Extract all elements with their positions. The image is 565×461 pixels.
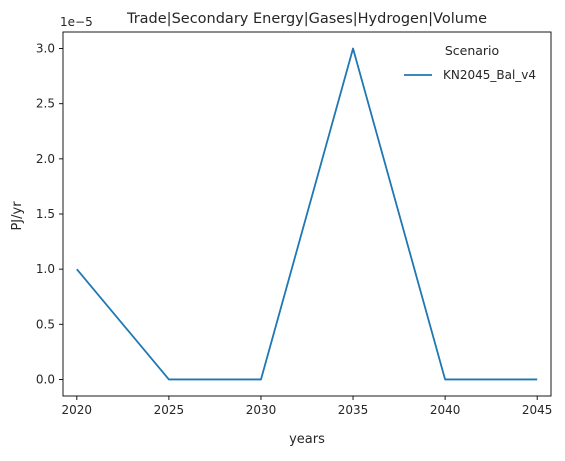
y-tick-label: 0.5 (36, 317, 55, 331)
y-axis-offset-label: 1e−5 (60, 15, 93, 29)
y-tick-label: 1.5 (36, 207, 55, 221)
x-tick-label: 2040 (430, 403, 461, 417)
x-axis-label: years (289, 432, 325, 447)
legend-title: Scenario (445, 43, 499, 58)
y-tick-label: 1.0 (36, 262, 55, 276)
x-tick-label: 2045 (522, 403, 553, 417)
y-tick-label: 2.5 (36, 97, 55, 111)
x-tick-label: 2025 (154, 403, 185, 417)
legend-entry-label: KN2045_Bal_v4 (443, 68, 536, 82)
y-tick-label: 2.0 (36, 152, 55, 166)
x-tick-label: 2020 (62, 403, 93, 417)
y-axis-label: PJ/yr (10, 201, 25, 231)
chart-title: Trade|Secondary Energy|Gases|Hydrogen|Vo… (126, 11, 487, 27)
y-tick-label: 3.0 (36, 42, 55, 56)
x-tick-label: 2035 (338, 403, 369, 417)
y-tick-label: 0.0 (36, 372, 55, 386)
x-tick-label: 2030 (246, 403, 277, 417)
